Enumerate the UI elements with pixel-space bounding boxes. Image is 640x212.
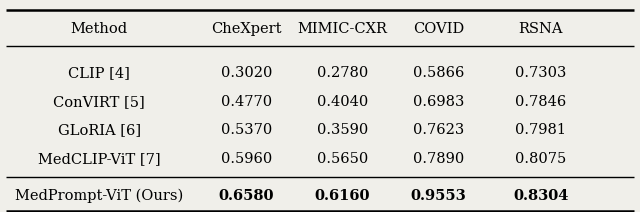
Text: CLIP [4]: CLIP [4] (68, 66, 130, 80)
Text: 0.5650: 0.5650 (317, 152, 368, 166)
Text: ConVIRT [5]: ConVIRT [5] (53, 95, 145, 109)
Text: 0.2780: 0.2780 (317, 66, 368, 80)
Text: 0.7846: 0.7846 (515, 95, 566, 109)
Text: 0.6580: 0.6580 (219, 189, 274, 203)
Text: 0.7890: 0.7890 (413, 152, 464, 166)
Text: 0.3590: 0.3590 (317, 123, 368, 137)
Text: Method: Method (70, 22, 128, 36)
Text: CheXpert: CheXpert (211, 22, 282, 36)
Text: 0.7303: 0.7303 (515, 66, 566, 80)
Text: MedPrompt-ViT (Ours): MedPrompt-ViT (Ours) (15, 189, 183, 203)
Text: MIMIC-CXR: MIMIC-CXR (298, 22, 387, 36)
Text: 0.3020: 0.3020 (221, 66, 272, 80)
Text: 0.4040: 0.4040 (317, 95, 368, 109)
Text: 0.8304: 0.8304 (513, 189, 568, 203)
Text: 0.5866: 0.5866 (413, 66, 464, 80)
Text: GLoRIA [6]: GLoRIA [6] (58, 123, 141, 137)
Text: 0.7623: 0.7623 (413, 123, 464, 137)
Text: MedCLIP-ViT [7]: MedCLIP-ViT [7] (38, 152, 161, 166)
Text: 0.5370: 0.5370 (221, 123, 272, 137)
Text: RSNA: RSNA (518, 22, 563, 36)
Text: 0.7981: 0.7981 (515, 123, 566, 137)
Text: 0.9553: 0.9553 (410, 189, 467, 203)
Text: COVID: COVID (413, 22, 464, 36)
Text: 0.5960: 0.5960 (221, 152, 272, 166)
Text: 0.6160: 0.6160 (315, 189, 370, 203)
Text: 0.6983: 0.6983 (413, 95, 464, 109)
Text: 0.8075: 0.8075 (515, 152, 566, 166)
Text: 0.4770: 0.4770 (221, 95, 272, 109)
